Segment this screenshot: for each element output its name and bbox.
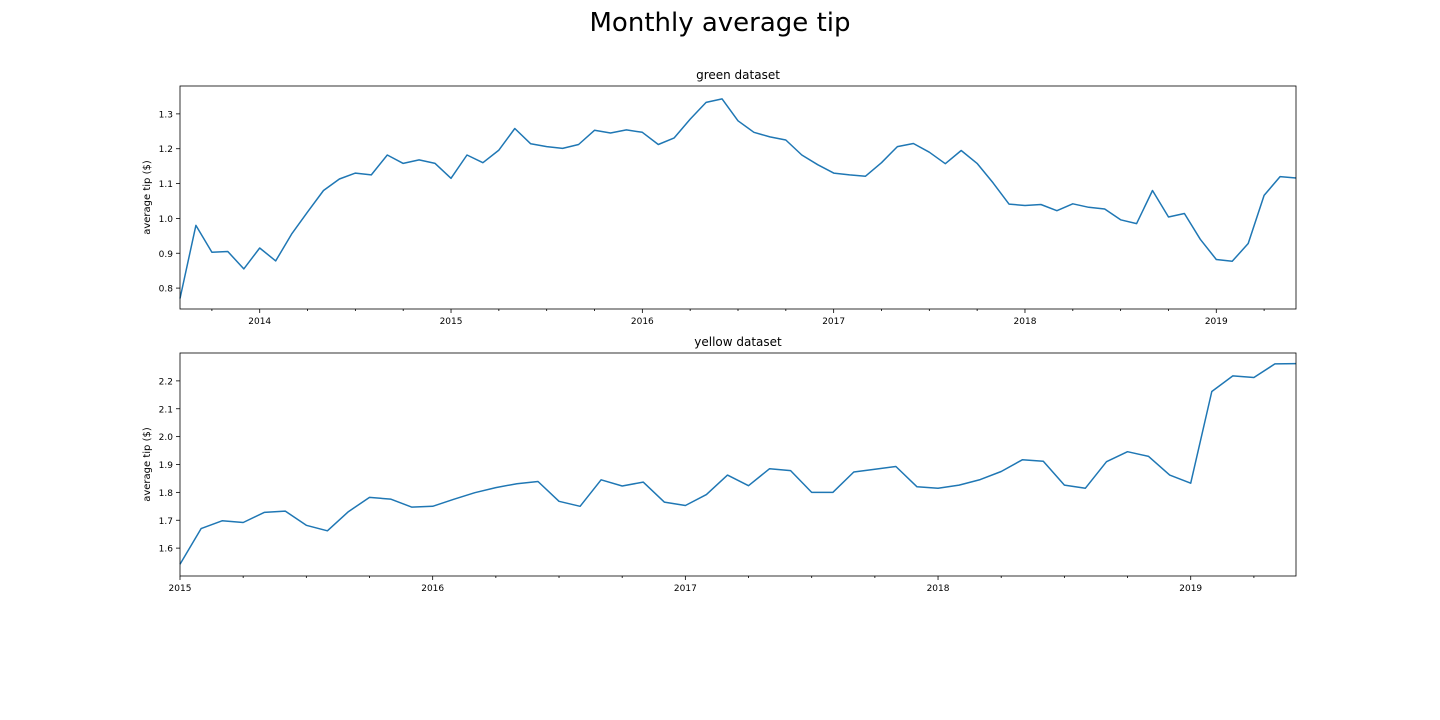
x-tick-label: 2019 — [1179, 584, 1202, 594]
y-axis-label: average tip ($) — [142, 427, 153, 502]
y-tick-label: 2.1 — [159, 405, 173, 415]
x-tick-label: 2017 — [822, 317, 845, 327]
y-tick-label: 1.8 — [159, 489, 174, 499]
y-tick-label: 1.1 — [159, 180, 173, 190]
panel-title: green dataset — [696, 68, 780, 82]
x-tick-label: 2014 — [248, 317, 271, 327]
panel-title: yellow dataset — [694, 335, 782, 349]
y-tick-label: 1.3 — [159, 110, 173, 120]
x-tick-label: 2015 — [169, 584, 192, 594]
y-tick-label: 1.7 — [159, 517, 173, 527]
plot-frame — [179, 85, 1297, 310]
yellow-dataset-panel: yellow dataset average tip ($) 2015 2016 201… — [142, 335, 1297, 594]
x-tick-label: 2017 — [674, 584, 697, 594]
y-tick-label: 0.8 — [159, 285, 174, 295]
y-tick-label: 1.6 — [159, 545, 174, 555]
x-tick-label: 2018 — [927, 584, 950, 594]
y-tick-label: 1.0 — [159, 215, 174, 225]
figure-title: Monthly average tip — [589, 8, 851, 38]
x-tick-label: 2016 — [631, 317, 654, 327]
x-tick-label: 2019 — [1205, 317, 1228, 327]
y-tick-label: 0.9 — [159, 250, 174, 260]
green-dataset-panel: green dataset average tip ($) 2014 2015 2016… — [142, 68, 1297, 327]
plot-frame — [179, 352, 1297, 577]
series-line — [179, 98, 1297, 299]
y-tick-label: 1.9 — [159, 461, 174, 471]
y-axis-label: average tip ($) — [142, 160, 153, 235]
x-tick-label: 2018 — [1014, 317, 1037, 327]
x-tick-label: 2015 — [440, 317, 463, 327]
x-tick-label: 2016 — [421, 584, 444, 594]
y-tick-label: 2.2 — [159, 377, 173, 387]
series-line — [179, 362, 1297, 565]
y-tick-label: 2.0 — [159, 433, 174, 443]
y-tick-label: 1.2 — [159, 145, 173, 155]
